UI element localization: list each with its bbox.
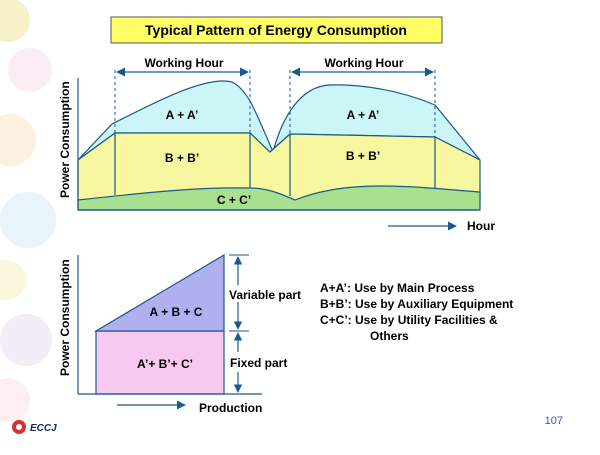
label-a-aprime: A + A’ [347, 108, 380, 122]
label-abc-prime: A’+ B’+ C’ [137, 357, 193, 371]
legend-line: C+C’: Use by Utility Facilities & [320, 313, 498, 327]
variable-part-label: Variable part [229, 288, 301, 302]
area-a-aprime [77, 80, 481, 161]
page-number: 107 [545, 415, 563, 427]
label-c-cprime: C + C’ [217, 193, 251, 207]
fixed-part-area [95, 330, 225, 395]
eccj-logo: ECCJ [12, 420, 57, 434]
working-hour-label: Working Hour [144, 56, 223, 70]
legend-line: Others [370, 329, 409, 343]
logo-text: ECCJ [30, 423, 57, 434]
fixed-part-label: Fixed part [230, 356, 287, 370]
legend: A+A’: Use by Main Process B+B’: Use by A… [320, 281, 513, 343]
legend-line: B+B’: Use by Auxiliary Equipment [320, 297, 513, 311]
legend-line: A+A’: Use by Main Process [320, 281, 475, 295]
x-axis-label: Hour [467, 219, 495, 233]
area-c-cprime [77, 185, 481, 211]
page-title: Typical Pattern of Energy Consumption [145, 22, 407, 38]
label-b-bprime: B + B’ [346, 149, 380, 163]
label-b-bprime: B + B’ [165, 151, 199, 165]
title-box [110, 16, 443, 44]
variable-part-area [93, 253, 225, 332]
decorative-bubbles [0, 0, 56, 422]
label-a-aprime: A + A’ [166, 108, 199, 122]
label-abc: A + B + C [150, 305, 203, 319]
working-hour-label: Working Hour [324, 56, 403, 70]
x-axis-label: Production [199, 401, 262, 415]
bottom-chart: A + B + C A’+ B’+ C’ Variable part Fixed… [58, 253, 301, 415]
y-axis-label: Power Consumption [58, 259, 72, 376]
top-chart: Working Hour Working Hour A + A’ A + A’ … [58, 56, 495, 233]
y-axis-label: Power Consumption [58, 81, 72, 198]
